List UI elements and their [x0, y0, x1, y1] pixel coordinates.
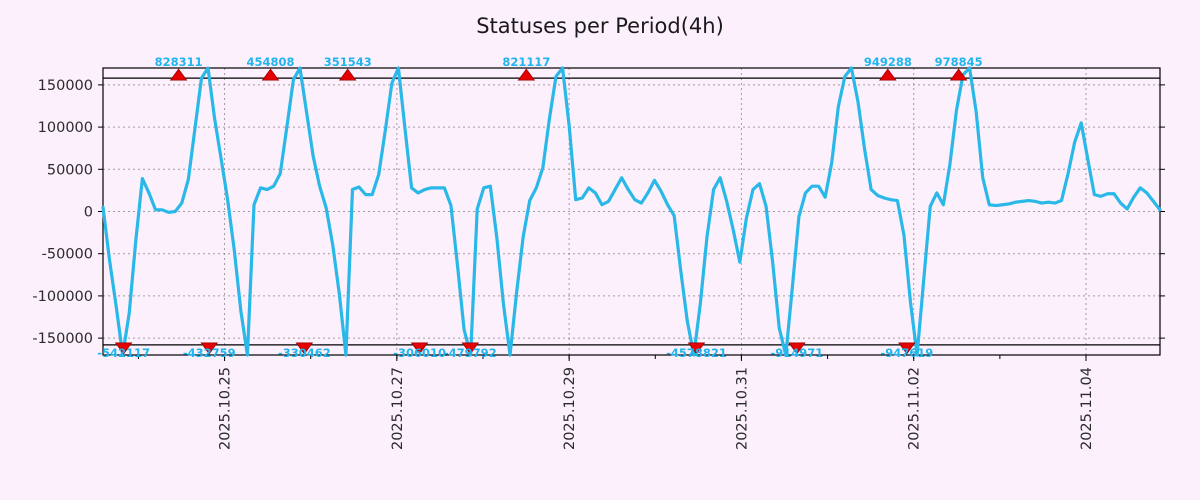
outlier-value-labels: 828311 454808 351543 821117 949288 978845 -542… — [97, 55, 982, 360]
trough-marker — [461, 342, 480, 355]
y-tick-label: 100000 — [38, 120, 93, 136]
y-tick-label: 50000 — [47, 162, 93, 178]
trough-value-label: -914971 — [771, 346, 824, 360]
y-tick-label: 0 — [84, 205, 93, 221]
trough-marker — [114, 342, 133, 355]
y-tick-label: 150000 — [38, 78, 93, 94]
data-series-line — [101, 66, 1162, 357]
series-polyline — [101, 66, 1162, 357]
x-tick-label: 2025.11.02 — [907, 367, 923, 450]
peak-value-label: 828311 — [155, 55, 203, 69]
x-axis-ticks: 2025.10.25 2025.10.27 2025.10.29 2025.10.31… — [137, 355, 1095, 450]
peak-value-label: 949288 — [864, 55, 912, 69]
x-tick-label: 2025.10.29 — [562, 367, 578, 450]
trough-value-label: -479792 — [444, 346, 497, 360]
peak-marker — [949, 68, 968, 81]
trough-value-label: -432759 — [183, 346, 236, 360]
y-tick-label: -100000 — [32, 289, 93, 305]
x-tick-label: 2025.10.31 — [734, 367, 750, 450]
y-axis-ticks: 150000 100000 50000 0 -50000 -100000 -150000 — [32, 78, 1165, 347]
plot-background — [103, 68, 1160, 355]
grid-lines — [103, 68, 1160, 355]
x-tick-label: 2025.11.04 — [1079, 367, 1095, 450]
peak-value-label: 821117 — [502, 55, 550, 69]
peak-marker — [169, 68, 188, 81]
trough-value-label: -4578821 — [666, 346, 727, 360]
x-tick-label: 2025.10.27 — [390, 367, 406, 450]
y-tick-label: -150000 — [32, 331, 93, 347]
peak-marker — [879, 68, 897, 81]
outlier-markers — [114, 68, 968, 355]
trough-value-label: -306010 — [393, 346, 446, 360]
trough-value-label: -947619 — [880, 346, 933, 360]
peak-marker — [261, 68, 280, 81]
peak-value-label: 454808 — [247, 55, 295, 69]
trough-marker — [410, 342, 429, 355]
peak-value-label: 978845 — [935, 55, 983, 69]
trough-marker — [687, 342, 706, 355]
y-tick-label: -50000 — [42, 247, 93, 263]
trough-value-label: -542117 — [97, 346, 150, 360]
x-tick-label: 2025.10.25 — [218, 367, 234, 450]
trough-marker — [295, 342, 314, 355]
chart-title: Statuses per Period(4h) — [476, 14, 724, 38]
peak-marker — [517, 68, 536, 81]
trough-marker — [200, 342, 219, 355]
trough-marker — [788, 342, 806, 355]
peak-value-label: 351543 — [324, 55, 372, 69]
clip-boundary-lines — [103, 77, 1160, 346]
peak-marker — [338, 68, 357, 81]
trough-marker — [898, 342, 916, 355]
trough-value-label: -330462 — [278, 346, 331, 360]
